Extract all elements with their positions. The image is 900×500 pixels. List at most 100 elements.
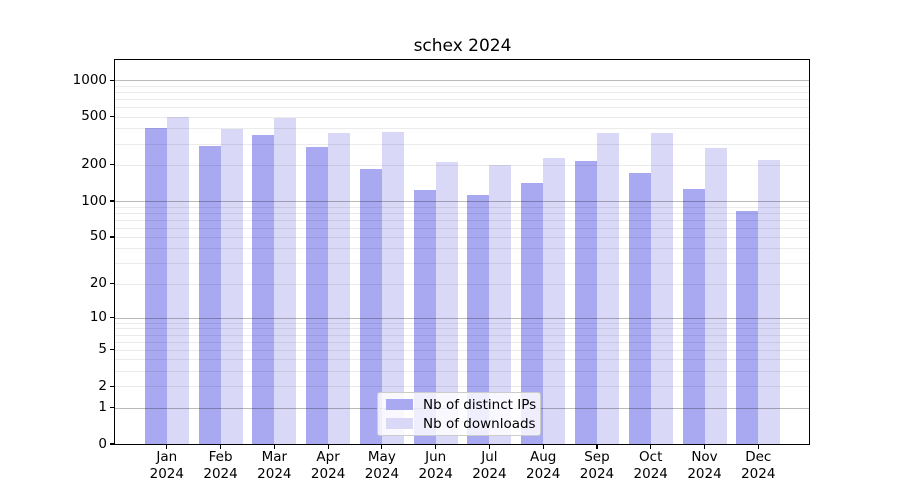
minor-gridline <box>115 128 810 130</box>
y-tick-label: 100 <box>81 192 107 209</box>
minor-gridline <box>115 85 810 87</box>
x-tick-label: Jul 2024 <box>472 449 507 482</box>
legend-swatch-distinct-ips <box>386 399 413 410</box>
x-tick <box>273 444 275 449</box>
x-tick-label: Aug 2024 <box>526 449 561 482</box>
bar-downloads-feb <box>220 129 243 444</box>
minor-gridline <box>115 341 810 343</box>
y-tick <box>110 406 115 409</box>
bar-downloads-may <box>381 131 404 444</box>
major-gridline <box>115 201 810 202</box>
minor-gridline <box>115 236 810 238</box>
x-tick <box>650 444 652 449</box>
bar-distinct-ips-aug <box>521 183 544 444</box>
y-tick <box>110 283 115 285</box>
minor-gridline <box>115 334 810 336</box>
x-tick <box>219 444 222 449</box>
x-tick-label: Mar 2024 <box>257 449 292 482</box>
x-tick-label: Jun 2024 <box>418 449 453 482</box>
minor-gridline <box>115 164 810 166</box>
x-tick-label: Apr 2024 <box>310 449 346 482</box>
minor-gridline <box>115 91 810 93</box>
y-tick-label: 1000 <box>72 71 107 88</box>
x-tick <box>488 444 490 449</box>
minor-gridline <box>115 212 810 214</box>
minor-gridline <box>115 263 810 265</box>
legend-label-distinct-ips: Nb of distinct IPs <box>423 396 537 413</box>
x-tick <box>381 444 383 449</box>
minor-gridline <box>115 219 810 221</box>
bar-distinct-ips-nov <box>682 189 705 444</box>
legend: Nb of distinct IPs Nb of downloads <box>377 392 541 436</box>
bar-distinct-ips-jun <box>413 189 436 444</box>
chart-title: schex 2024 <box>413 36 512 56</box>
y-tick-label: 500 <box>81 108 107 125</box>
y-tick <box>110 236 115 238</box>
y-tick-label: 50 <box>89 228 107 245</box>
y-tick-label: 200 <box>81 156 107 173</box>
x-tick-label: May 2024 <box>364 449 400 482</box>
minor-gridline <box>115 359 810 361</box>
bar-downloads-jul <box>489 164 512 444</box>
y-tick <box>110 385 115 387</box>
bar-distinct-ips-dec <box>736 210 759 444</box>
y-tick <box>110 164 115 166</box>
minor-gridline <box>115 116 810 118</box>
bar-distinct-ips-feb <box>198 146 221 444</box>
bar-distinct-ips-mar <box>252 134 275 444</box>
x-tick-label: Nov 2024 <box>687 449 722 482</box>
x-tick-label: Sep 2024 <box>579 449 615 482</box>
y-tick <box>110 79 115 81</box>
minor-gridline <box>115 322 810 324</box>
y-tick <box>110 349 115 351</box>
x-tick <box>542 444 544 449</box>
x-tick <box>757 444 759 449</box>
minor-gridline <box>115 349 810 351</box>
x-tick <box>166 444 168 449</box>
x-tick <box>596 444 598 449</box>
y-tick <box>110 317 115 319</box>
legend-label-downloads: Nb of downloads <box>423 415 536 432</box>
y-tick-label: 1 <box>98 399 107 415</box>
x-tick-label: Jan 2024 <box>149 449 184 482</box>
minor-gridline <box>115 248 810 250</box>
bar-downloads-nov <box>704 148 727 444</box>
minor-gridline <box>115 99 810 100</box>
x-tick-label: Dec 2024 <box>741 449 776 482</box>
legend-item-downloads: Nb of downloads <box>386 415 540 432</box>
bar-downloads-jun <box>435 161 458 444</box>
bar-distinct-ips-may <box>359 168 382 444</box>
bar-downloads-apr <box>328 133 351 444</box>
minor-gridline <box>115 283 810 285</box>
minor-gridline <box>115 386 810 388</box>
y-tick-label: 10 <box>89 309 107 326</box>
bar-downloads-sep <box>596 132 619 444</box>
y-tick-label: 20 <box>89 275 107 292</box>
y-tick <box>110 200 115 202</box>
minor-gridline <box>115 371 810 372</box>
minor-gridline <box>115 328 810 330</box>
y-tick-label: 2 <box>98 377 107 394</box>
minor-gridline <box>115 107 810 109</box>
bar-distinct-ips-sep <box>574 160 597 444</box>
y-tick-label: 5 <box>98 341 107 358</box>
y-tick <box>110 443 115 445</box>
legend-item-distinct-ips: Nb of distinct IPs <box>386 396 540 413</box>
bar-downloads-aug <box>543 158 566 444</box>
major-gridline <box>115 80 810 82</box>
bar-downloads-oct <box>650 133 673 444</box>
bar-downloads-dec <box>758 159 781 444</box>
bar-distinct-ips-jan <box>144 128 167 444</box>
bar-downloads-mar <box>274 117 297 444</box>
x-tick-label: Oct 2024 <box>633 449 668 482</box>
y-tick <box>110 116 115 118</box>
major-gridline <box>115 317 810 319</box>
legend-swatch-downloads <box>386 418 413 429</box>
minor-gridline <box>115 143 810 145</box>
bar-distinct-ips-apr <box>306 147 329 444</box>
bar-downloads-jan <box>166 116 189 444</box>
x-tick <box>435 444 437 449</box>
bar-distinct-ips-oct <box>628 173 651 444</box>
x-tick-label: Feb 2024 <box>203 449 238 482</box>
